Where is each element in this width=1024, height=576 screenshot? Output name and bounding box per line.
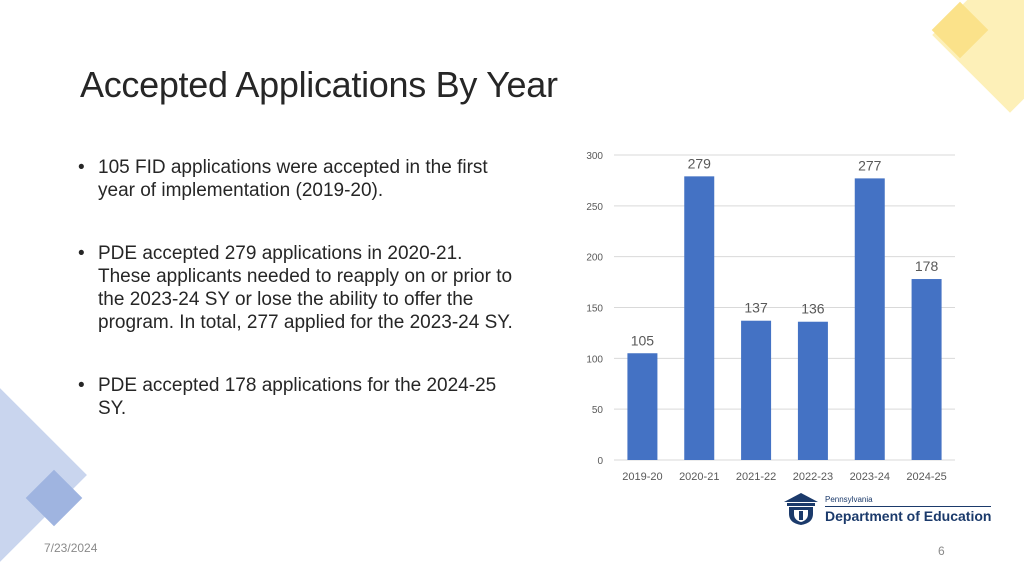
- bullet-item: PDE accepted 178 applications for the 20…: [76, 374, 516, 420]
- y-tick-label: 150: [586, 304, 603, 315]
- data-label: 137: [744, 300, 768, 316]
- data-label: 277: [858, 157, 882, 173]
- y-tick-label: 0: [597, 456, 603, 467]
- data-label: 279: [688, 155, 712, 171]
- data-label: 105: [631, 332, 655, 348]
- bullet-item: PDE accepted 279 applications in 2020-21…: [76, 242, 516, 334]
- footer-date: 7/23/2024: [44, 541, 98, 555]
- y-tick-label: 200: [586, 253, 603, 264]
- bullet-item: 105 FID applications were accepted in th…: [76, 156, 516, 202]
- bar: [684, 176, 715, 460]
- pde-logo: Pennsylvania Department of Education: [783, 492, 992, 526]
- bar: [797, 321, 828, 460]
- data-label: 136: [801, 301, 825, 317]
- logo-line2: Department of Education: [825, 505, 992, 524]
- x-tick-label: 2023-24: [850, 471, 890, 483]
- y-tick-label: 100: [586, 354, 603, 365]
- slide-title: Accepted Applications By Year: [80, 64, 558, 105]
- logo-line1: Pennsylvania: [825, 494, 873, 504]
- x-tick-label: 2024-25: [906, 471, 946, 483]
- bar: [854, 178, 885, 460]
- x-tick-label: 2021-22: [736, 471, 776, 483]
- data-label: 178: [915, 258, 939, 274]
- x-tick-label: 2022-23: [793, 471, 833, 483]
- bar: [911, 279, 942, 460]
- page-number: 6: [938, 544, 945, 558]
- bar: [741, 320, 772, 460]
- y-tick-label: 300: [586, 151, 603, 162]
- bullet-list: 105 FID applications were accepted in th…: [76, 156, 516, 420]
- decor-diamond-bottom-left: [0, 383, 87, 567]
- bar-chart: 0 50 100 150 200 250 300 105 2019-20 279 2020-21 13…: [586, 151, 955, 483]
- x-tick-label: 2020-21: [679, 471, 719, 483]
- y-tick-label: 50: [592, 405, 604, 416]
- bar: [627, 353, 658, 460]
- schoolhouse-logo-icon: [784, 493, 818, 525]
- x-tick-label: 2019-20: [622, 471, 662, 483]
- y-tick-label: 250: [586, 202, 603, 213]
